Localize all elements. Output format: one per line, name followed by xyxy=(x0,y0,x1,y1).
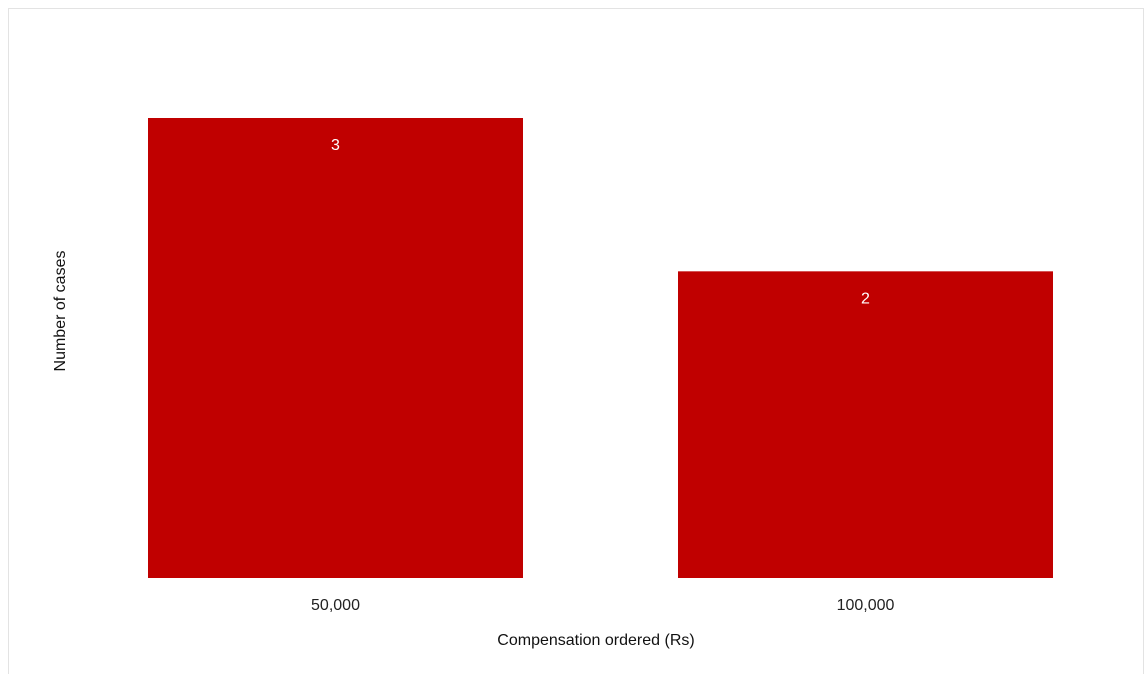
bar-2 xyxy=(678,271,1053,578)
x-tick-label-2: 100,000 xyxy=(837,597,895,614)
x-tick-labels-group: 50,000 100,000 xyxy=(311,597,894,614)
bar-1 xyxy=(148,118,523,578)
x-axis-title: Compensation ordered (Rs) xyxy=(497,632,694,649)
x-tick-label-1: 50,000 xyxy=(311,597,360,614)
bars-group xyxy=(148,118,1053,578)
y-axis-title: Number of cases xyxy=(52,251,69,372)
data-label-2: 2 xyxy=(861,290,870,307)
data-labels-group: 32 xyxy=(331,137,870,307)
data-label-1: 3 xyxy=(331,137,340,154)
